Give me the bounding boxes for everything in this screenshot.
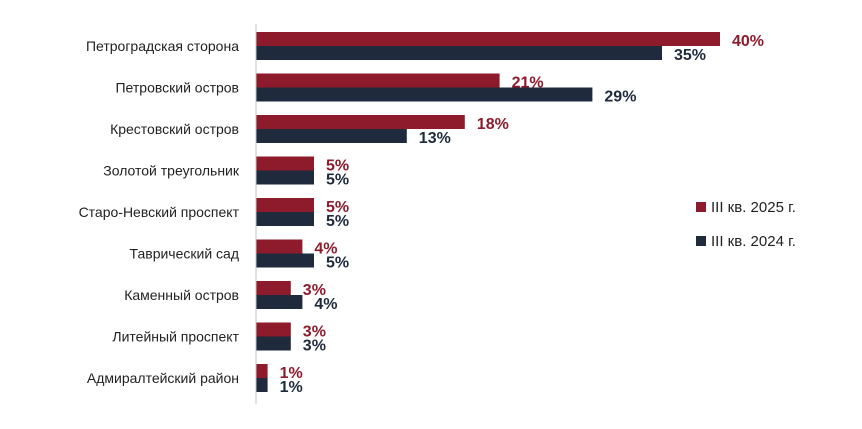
data-label-2025: 5%: [326, 199, 349, 216]
category-label: Таврический сад: [130, 246, 239, 262]
data-label-2025: 3%: [303, 324, 326, 341]
bar-2025: [256, 364, 268, 378]
data-label-2025: 1%: [280, 365, 303, 382]
bar-2024: [256, 46, 662, 60]
bar-2024: [256, 336, 291, 351]
data-label-2025: 4%: [314, 241, 337, 258]
bar-2024: [256, 295, 303, 309]
category-label: Адмиралтейский район: [87, 370, 239, 386]
category-label: Золотой треугольник: [103, 163, 240, 179]
data-label-2025: 18%: [477, 116, 509, 133]
legend: III кв. 2025 г. III кв. 2024 г.: [696, 199, 796, 250]
bar-2025: [256, 198, 314, 212]
data-label-2024: 5%: [326, 213, 349, 230]
legend-label-2025: III кв. 2025 г.: [711, 199, 796, 216]
data-label-2025: 40%: [732, 33, 764, 50]
category-label: Литейный проспект: [112, 329, 239, 345]
data-label-2025: 5%: [326, 158, 349, 175]
legend-swatch-2025: [696, 202, 706, 212]
data-label-2025: 21%: [512, 75, 544, 92]
category-label: Крестовский остров: [110, 121, 239, 137]
category-label: Петроградская сторона: [86, 38, 239, 54]
bar-2025: [256, 115, 465, 129]
bar-2025: [256, 239, 303, 254]
data-label-2024: 3%: [303, 338, 326, 355]
labels-layer: Петроградская сторона 40% 35% Петровский ос…: [79, 33, 764, 396]
data-label-2024: 5%: [326, 172, 349, 189]
data-label-2024: 13%: [419, 130, 451, 147]
bar-2024: [256, 170, 314, 185]
data-label-2025: 3%: [303, 282, 326, 299]
bar-2024: [256, 378, 268, 392]
bar-2024: [256, 87, 593, 102]
bar-2024: [256, 253, 314, 268]
data-label-2024: 29%: [604, 89, 636, 106]
data-label-2024: 35%: [674, 47, 706, 64]
legend-label-2024: III кв. 2024 г.: [711, 233, 796, 250]
category-label: Петровский остров: [115, 80, 239, 96]
category-label: Старо-Невский проспект: [79, 204, 240, 220]
category-label: Каменный остров: [124, 287, 239, 303]
bar-2025: [256, 281, 291, 295]
legend-swatch-2024: [696, 236, 706, 246]
data-label-2024: 1%: [280, 379, 303, 396]
bar-2025: [256, 322, 291, 337]
bars-layer: [256, 32, 720, 392]
data-label-2024: 5%: [326, 255, 349, 272]
bar-2025: [256, 73, 500, 88]
data-label-2024: 4%: [314, 296, 337, 313]
bar-2024: [256, 212, 314, 226]
bar-2025: [256, 156, 314, 171]
bar-2025: [256, 32, 720, 46]
bar-2024: [256, 129, 407, 143]
